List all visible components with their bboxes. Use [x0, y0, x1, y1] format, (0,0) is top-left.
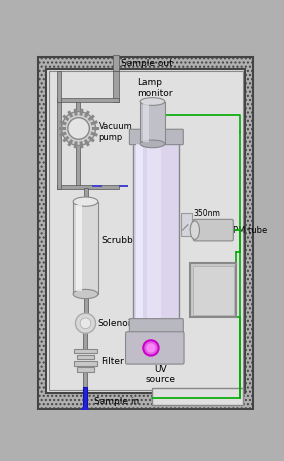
Bar: [147, 144, 161, 318]
Text: Vacuum
pump: Vacuum pump: [99, 122, 132, 142]
Bar: [84, 188, 88, 201]
Circle shape: [143, 340, 159, 355]
Bar: [83, 372, 87, 387]
Bar: [73, 201, 98, 294]
FancyBboxPatch shape: [46, 69, 245, 393]
Text: Lamp
monitor: Lamp monitor: [137, 78, 173, 98]
FancyBboxPatch shape: [130, 319, 183, 334]
Bar: [143, 103, 149, 142]
Text: Reaction
chamber: Reaction chamber: [135, 228, 178, 249]
Text: Scrubber: Scrubber: [101, 236, 142, 245]
Text: UV
source: UV source: [146, 365, 176, 384]
Bar: [74, 361, 97, 366]
Circle shape: [76, 313, 95, 333]
Bar: [57, 185, 119, 189]
Ellipse shape: [190, 221, 199, 239]
FancyBboxPatch shape: [193, 219, 233, 241]
FancyBboxPatch shape: [126, 332, 184, 364]
Bar: [84, 294, 88, 316]
Circle shape: [81, 407, 89, 414]
Bar: [76, 101, 80, 115]
Bar: [57, 101, 61, 189]
Bar: [140, 101, 165, 144]
Bar: [113, 55, 119, 71]
Text: Display: Display: [180, 392, 214, 401]
Bar: [76, 205, 82, 291]
Circle shape: [80, 318, 91, 329]
Ellipse shape: [140, 98, 165, 106]
Bar: [193, 266, 234, 315]
Bar: [135, 144, 143, 318]
FancyBboxPatch shape: [38, 57, 253, 409]
Bar: [83, 333, 87, 349]
Bar: [181, 213, 192, 236]
Bar: [119, 185, 128, 187]
Ellipse shape: [73, 197, 98, 206]
FancyBboxPatch shape: [130, 129, 183, 145]
Text: Solenoid: Solenoid: [98, 319, 137, 328]
Bar: [74, 349, 97, 353]
Ellipse shape: [73, 290, 98, 299]
Bar: [77, 355, 94, 360]
Text: Filter: Filter: [101, 356, 124, 366]
Text: Sample in: Sample in: [94, 397, 139, 406]
Bar: [152, 388, 243, 405]
Text: Sample out: Sample out: [121, 59, 173, 67]
Bar: [113, 71, 119, 101]
Text: Electronics: Electronics: [190, 286, 236, 295]
Bar: [77, 367, 94, 372]
Bar: [76, 145, 80, 188]
Bar: [57, 71, 61, 101]
Bar: [133, 142, 179, 319]
Bar: [83, 387, 87, 410]
Bar: [190, 263, 236, 317]
Circle shape: [62, 112, 95, 145]
Bar: [92, 185, 102, 187]
Circle shape: [68, 118, 89, 139]
Ellipse shape: [140, 140, 165, 148]
Text: PM tube: PM tube: [233, 225, 268, 235]
Text: 350nm
window: 350nm window: [193, 209, 222, 229]
Circle shape: [146, 343, 156, 353]
Bar: [57, 98, 119, 101]
